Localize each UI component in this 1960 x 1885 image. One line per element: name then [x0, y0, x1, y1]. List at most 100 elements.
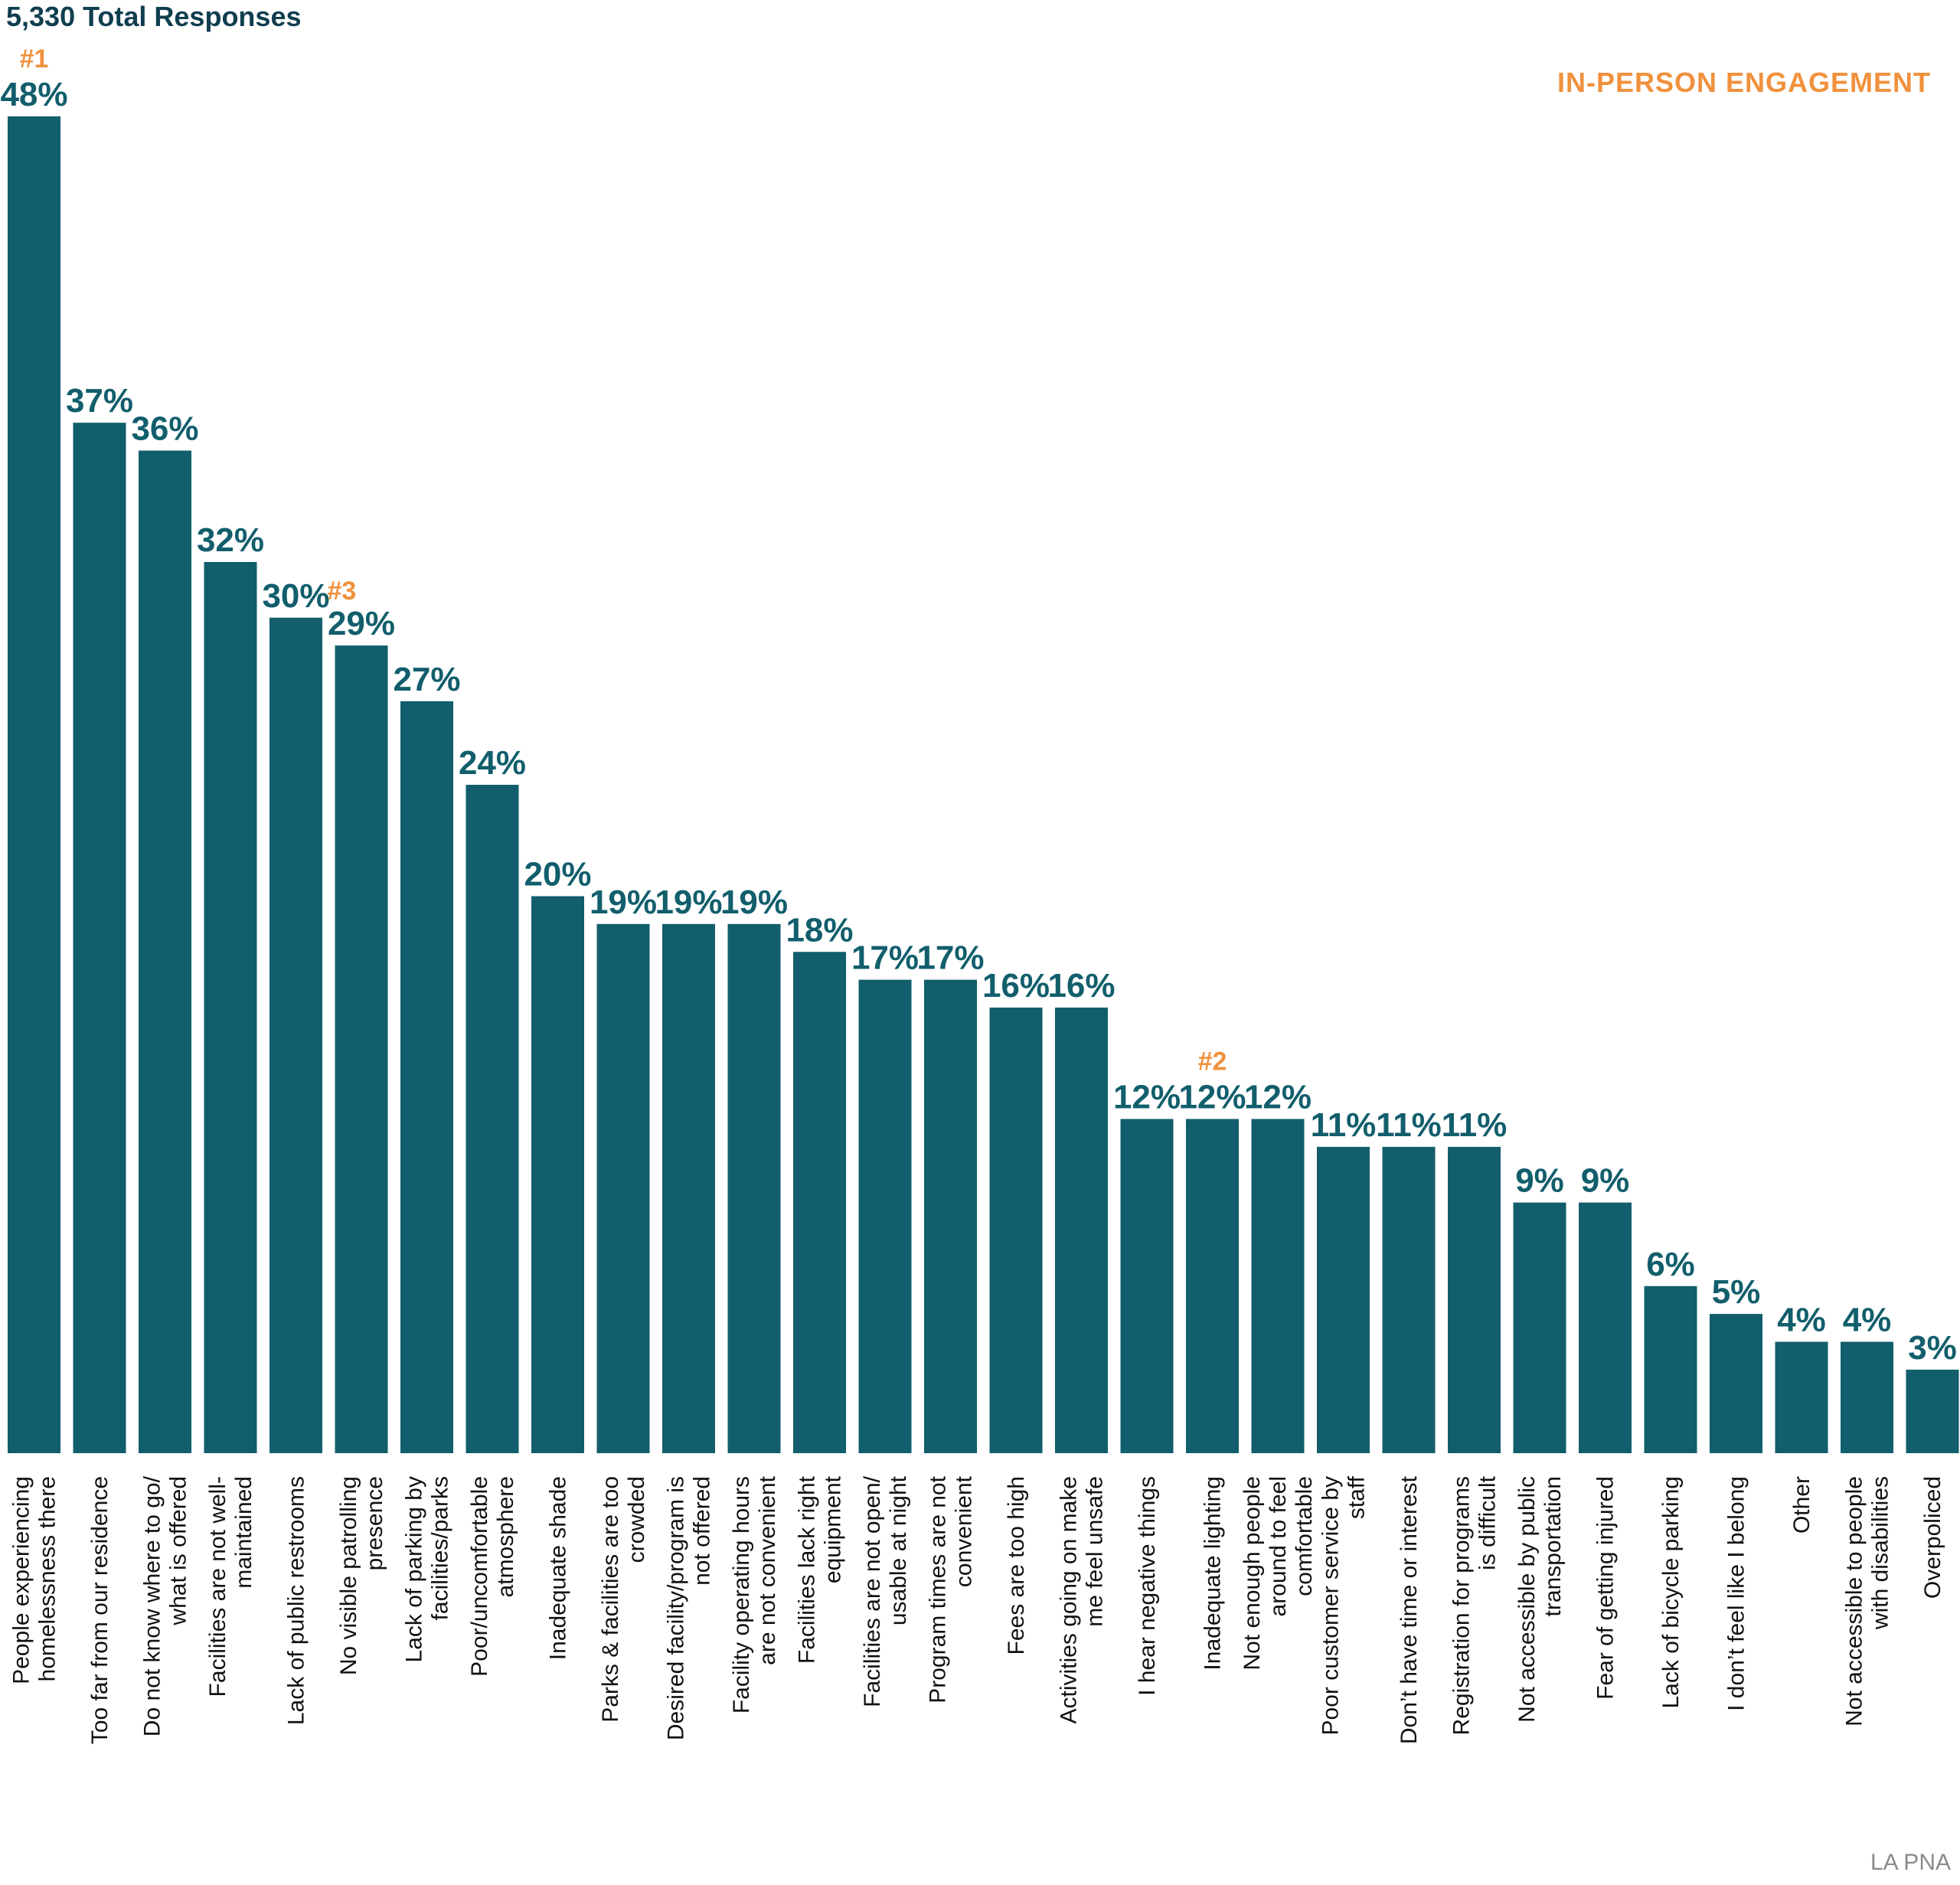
- category-label-2: Too far from our residence: [87, 1476, 113, 1744]
- category-label-29: Not accessible to peoplewith disabilitie…: [1842, 1476, 1893, 1727]
- category-label-line: usable at night: [886, 1475, 911, 1625]
- category-label-6: No visible patrollingpresence: [336, 1476, 387, 1675]
- category-label-line: comfortable: [1292, 1476, 1317, 1596]
- category-label-line: facilities/parks: [428, 1476, 453, 1620]
- total-responses-title: 5,330 Total Responses: [6, 1, 302, 32]
- category-label-line: Poor/uncomfortable: [467, 1476, 492, 1677]
- value-labels-group: 48%37%36%32%30%29%27%24%20%19%19%19%18%1…: [0, 76, 1956, 1367]
- category-label-27: I don’t feel like I belong: [1724, 1476, 1749, 1711]
- category-label-15: Program times are notconvenient: [926, 1475, 977, 1703]
- category-label-line: with disabilities: [1868, 1476, 1893, 1630]
- category-label-line: Desired facility/program is: [664, 1476, 689, 1740]
- bar-14: [858, 979, 912, 1453]
- category-label-line: transportation: [1540, 1476, 1566, 1616]
- category-label-11: Desired facility/program isnot offered: [664, 1476, 715, 1740]
- value-label-23: 11%: [1442, 1106, 1508, 1144]
- bar-25: [1579, 1202, 1632, 1453]
- category-label-line: me feel unsafe: [1083, 1476, 1108, 1627]
- value-label-1: 48%: [0, 76, 67, 113]
- category-label-line: Inadequate lighting: [1200, 1476, 1226, 1671]
- category-label-line: Facilities are not open/: [860, 1475, 885, 1707]
- rank-labels-group: #1 #2 #3: [20, 44, 1227, 1076]
- category-label-16: Fees are too high: [1004, 1476, 1029, 1655]
- value-label-18: 12%: [1113, 1079, 1181, 1116]
- bar-30: [1906, 1369, 1959, 1453]
- value-label-25: 9%: [1581, 1162, 1630, 1200]
- value-label-6: 29%: [328, 605, 395, 642]
- category-label-4: Facilities are not well-maintained: [205, 1476, 256, 1697]
- value-label-3: 36%: [131, 410, 198, 448]
- bar-6: [335, 645, 388, 1453]
- bar-11: [662, 923, 715, 1453]
- bar-15: [924, 979, 977, 1453]
- bar-29: [1841, 1341, 1893, 1453]
- source-label: LA PNA: [1870, 1850, 1951, 1875]
- category-label-20: Not enough peoplearound to feelcomfortab…: [1240, 1476, 1317, 1671]
- value-label-27: 5%: [1712, 1273, 1761, 1311]
- category-label-line: Too far from our residence: [87, 1476, 113, 1744]
- bar-10: [596, 923, 650, 1453]
- category-label-line: Lack of public restrooms: [284, 1476, 309, 1725]
- category-label-line: equipment: [821, 1475, 846, 1583]
- category-label-10: Parks & facilities are toocrowded: [598, 1476, 649, 1723]
- category-label-line: Lack of bicycle parking: [1658, 1476, 1684, 1709]
- bar-3: [139, 450, 191, 1453]
- value-label-22: 11%: [1376, 1106, 1442, 1144]
- bar-5: [270, 617, 322, 1453]
- bar-24: [1513, 1202, 1566, 1453]
- bar-18: [1120, 1119, 1174, 1453]
- engagement-type-label: IN-PERSON ENGAGEMENT: [1557, 67, 1931, 98]
- category-label-line: I don’t feel like I belong: [1724, 1476, 1749, 1711]
- value-label-30: 3%: [1908, 1329, 1957, 1367]
- bars-group: [8, 116, 1959, 1453]
- category-label-30: Overpoliced: [1920, 1476, 1945, 1599]
- category-label-1: People experiencinghomelessness there: [9, 1476, 60, 1684]
- category-label-line: Parks & facilities are too: [598, 1476, 623, 1723]
- category-label-line: I hear negative things: [1135, 1476, 1160, 1696]
- category-label-25: Fear of getting injured: [1593, 1476, 1619, 1700]
- rank-label-1: #1: [20, 44, 49, 74]
- value-label-8: 24%: [459, 744, 526, 782]
- category-label-line: staff: [1344, 1475, 1370, 1519]
- category-label-3: Do not know where to go/what is offered: [140, 1475, 191, 1736]
- value-label-12: 19%: [720, 884, 788, 921]
- bar-26: [1644, 1286, 1697, 1453]
- value-label-9: 20%: [524, 856, 591, 893]
- category-label-21: Poor customer service bystaff: [1318, 1475, 1370, 1735]
- category-label-line: Inadequate shade: [546, 1476, 571, 1660]
- bar-21: [1317, 1146, 1370, 1453]
- category-label-line: crowded: [624, 1476, 649, 1563]
- category-label-line: Overpoliced: [1920, 1476, 1945, 1599]
- category-label-22: Don’t have time or interest: [1396, 1475, 1422, 1744]
- bar-22: [1382, 1146, 1436, 1453]
- bar-23: [1448, 1146, 1501, 1453]
- category-label-line: Facilities are not well-: [205, 1476, 230, 1697]
- bar-4: [204, 562, 257, 1453]
- category-label-19: Inadequate lighting: [1200, 1476, 1226, 1671]
- category-label-23: Registration for programsis difficult: [1449, 1475, 1501, 1735]
- rank-label-2: #2: [1198, 1047, 1227, 1076]
- value-label-19: 12%: [1178, 1079, 1246, 1116]
- category-label-28: Other: [1789, 1476, 1815, 1534]
- category-label-line: No visible patrolling: [336, 1476, 361, 1675]
- bar-13: [793, 952, 846, 1453]
- category-label-7: Lack of parking byfacilities/parks: [402, 1476, 453, 1662]
- category-label-line: what is offered: [166, 1476, 191, 1626]
- bar-20: [1251, 1119, 1305, 1453]
- bar-9: [531, 896, 584, 1453]
- category-label-line: Facility operating hours: [729, 1476, 754, 1713]
- category-label-line: convenient: [952, 1475, 977, 1587]
- category-label-line: are not convenient: [755, 1475, 780, 1665]
- value-label-28: 4%: [1777, 1302, 1826, 1339]
- category-label-17: Activities going on makeme feel unsafe: [1057, 1476, 1108, 1724]
- category-label-line: Don’t have time or interest: [1396, 1475, 1422, 1744]
- category-label-line: homelessness there: [35, 1476, 60, 1681]
- category-label-line: Fear of getting injured: [1593, 1476, 1619, 1700]
- value-label-13: 18%: [786, 911, 853, 949]
- category-label-line: Poor customer service by: [1318, 1476, 1344, 1735]
- value-label-29: 4%: [1843, 1302, 1892, 1339]
- category-label-line: People experiencing: [9, 1476, 34, 1684]
- bar-27: [1710, 1314, 1762, 1453]
- category-label-18: I hear negative things: [1135, 1476, 1160, 1696]
